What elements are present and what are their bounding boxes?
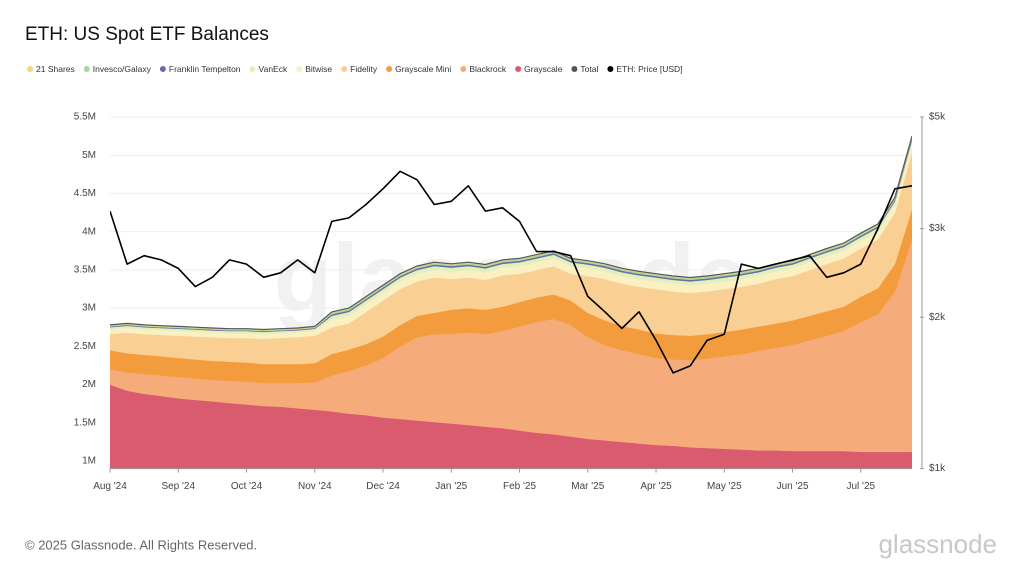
legend-label: Bitwise: [305, 64, 332, 74]
legend-label: 21 Shares: [36, 64, 75, 74]
legend-marker: [515, 66, 522, 72]
y-tick-label: 2.5M: [74, 341, 96, 352]
x-tick-label: Jun '25: [777, 481, 809, 492]
x-tick-label: Mar '25: [571, 481, 604, 492]
x-tick-label: Nov '24: [298, 481, 332, 492]
x-tick-label: Jul '25: [847, 481, 876, 492]
legend-marker: [607, 66, 614, 72]
legend-marker: [296, 66, 303, 72]
footer: © 2025 Glassnode. All Rights Reserved.: [25, 537, 257, 552]
x-tick-label: Sep '24: [161, 481, 195, 492]
legend-label: Grayscale: [524, 64, 563, 74]
y-tick-label: 4M: [82, 226, 96, 237]
y-tick-label: 4.5M: [74, 188, 96, 199]
legend-label: Invesco/Galaxy: [93, 64, 152, 74]
y-tick-label: 1.5M: [74, 417, 96, 428]
y-tick-label: 5M: [82, 150, 96, 161]
legend-label: ETH: Price [USD]: [616, 64, 682, 74]
y2-tick-label: $5k: [929, 112, 946, 123]
x-tick-label: Jan '25: [435, 481, 467, 492]
legend-label: Grayscale Mini: [395, 64, 451, 74]
y-tick-label: 3M: [82, 303, 96, 314]
y2-tick-label: $3k: [929, 223, 946, 234]
y-tick-label: 2M: [82, 379, 96, 390]
legend-label: Blackrock: [469, 64, 507, 74]
x-tick-label: Oct '24: [231, 481, 263, 492]
x-tick-label: May '25: [707, 481, 742, 492]
x-tick-label: Feb '25: [503, 481, 536, 492]
y-tick-label: 5.5M: [74, 112, 96, 123]
legend-label: VanEck: [259, 64, 288, 74]
legend-marker: [249, 66, 256, 72]
brand-logo: glassnode: [878, 529, 997, 559]
legend-label: Fidelity: [350, 64, 378, 74]
x-tick-label: Aug '24: [93, 481, 127, 492]
legend-marker: [159, 66, 166, 72]
x-tick-label: Apr '25: [640, 481, 672, 492]
legend-label: Total: [580, 64, 598, 74]
y-tick-label: 1M: [82, 456, 96, 467]
legend-marker: [571, 66, 578, 72]
y-tick-label: 3.5M: [74, 265, 96, 276]
legend-marker: [386, 66, 393, 72]
plot-area: [110, 135, 912, 469]
price-line: [110, 170, 912, 374]
legend-marker: [341, 66, 348, 72]
legend-marker: [83, 66, 90, 72]
y2-tick-label: $1k: [929, 463, 946, 474]
x-tick-label: Dec '24: [366, 481, 400, 492]
legend-marker: [27, 66, 33, 72]
chart-title: ETH: US Spot ETF Balances: [25, 24, 269, 45]
legend-marker: [460, 66, 467, 72]
legend-label: Franklin Tempelton: [169, 64, 241, 74]
y2-tick-label: $2k: [929, 312, 946, 323]
